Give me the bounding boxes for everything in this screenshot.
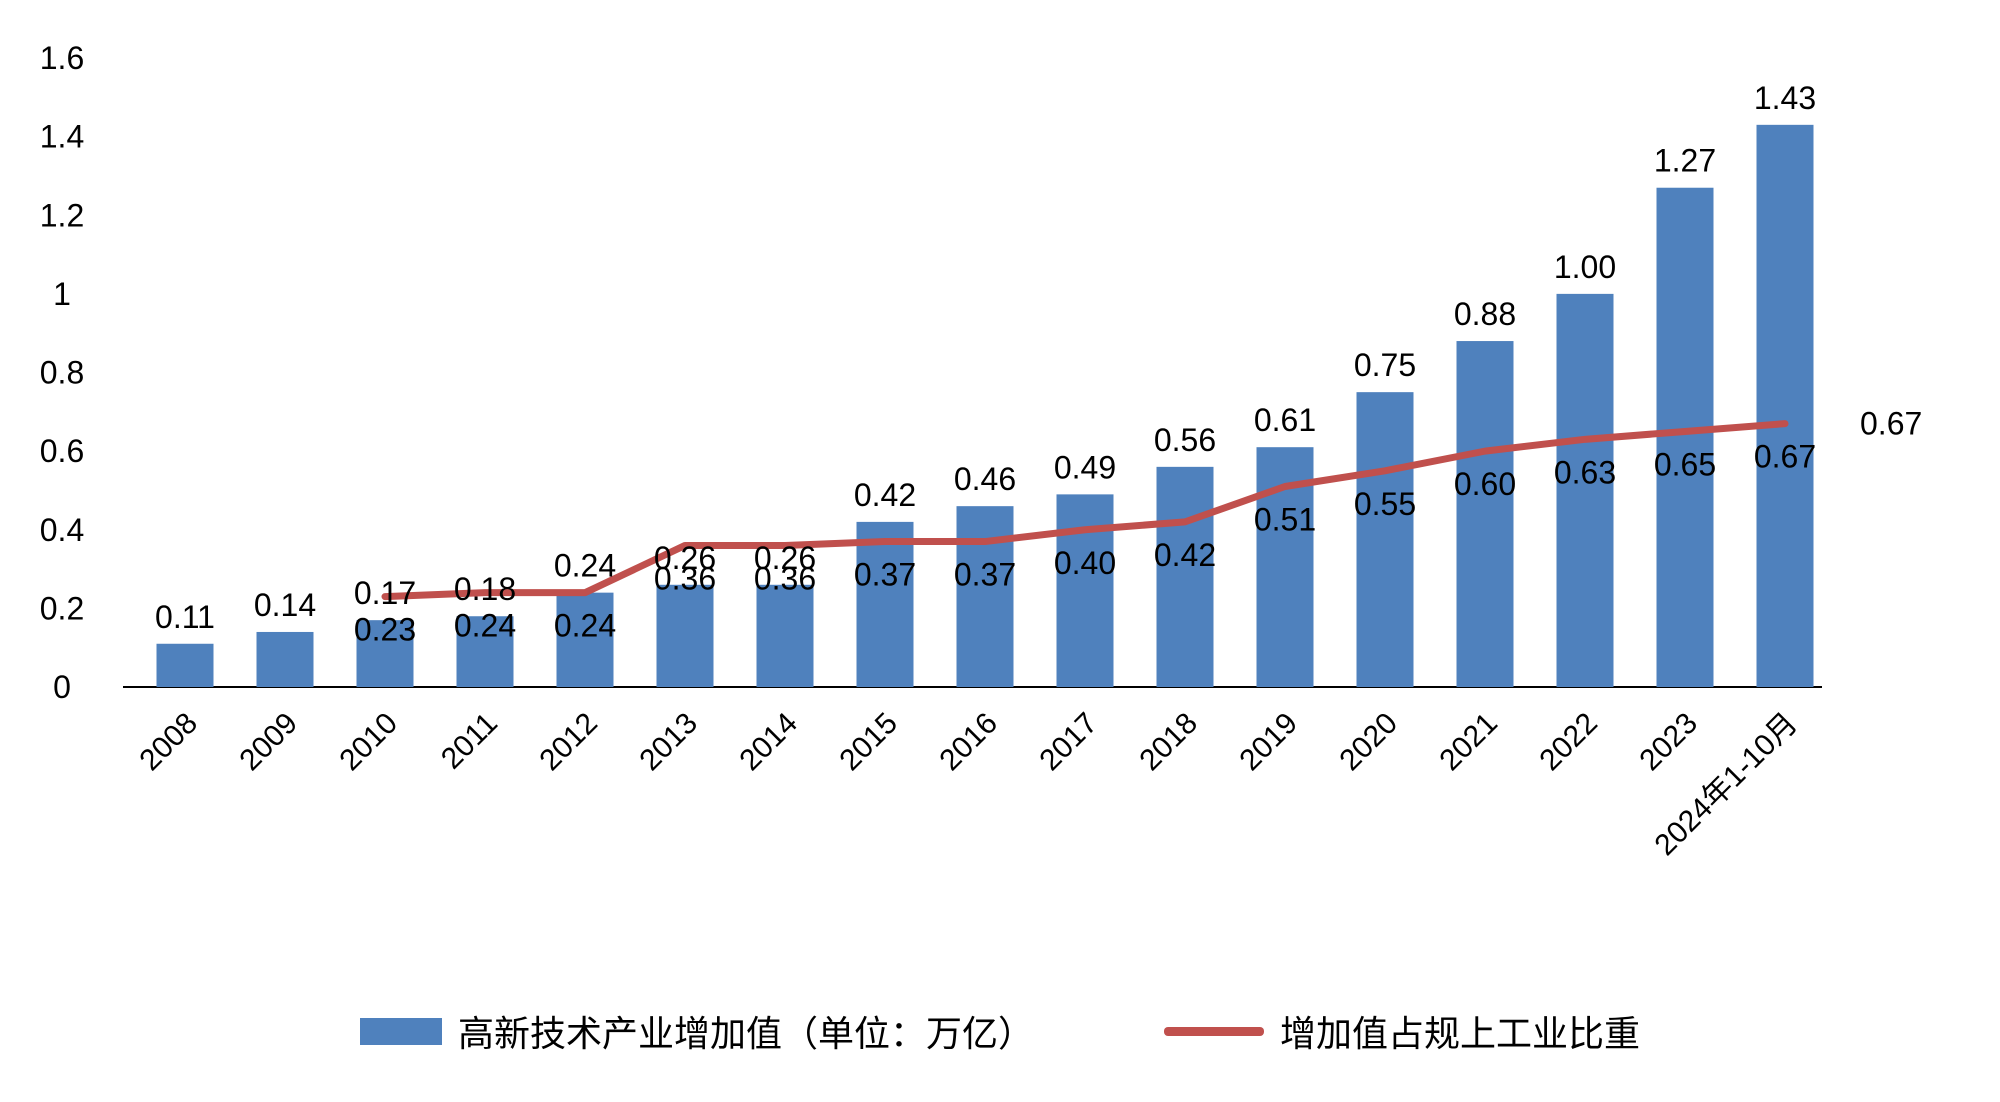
y-axis-tick-label: 0 <box>53 669 71 705</box>
bar <box>556 592 614 687</box>
bar-value-label: 0.42 <box>854 477 916 513</box>
line-value-label: 0.65 <box>1654 446 1716 482</box>
y-axis-tick-label: 0.2 <box>40 590 84 626</box>
bar <box>856 521 914 687</box>
line-value-label: 0.42 <box>1154 537 1216 573</box>
bar <box>256 631 314 687</box>
bar <box>356 620 414 687</box>
line-series <box>381 420 1789 601</box>
bar-value-label: 0.88 <box>1454 296 1516 332</box>
line-value-label: 0.24 <box>554 608 616 644</box>
bar-value-label: 0.75 <box>1354 347 1416 383</box>
bar <box>1056 494 1114 687</box>
bar <box>1156 466 1214 687</box>
line-series-label: 增加值占规上工业比重 <box>1280 1013 1641 1054</box>
y-axis-tick-label: 1.4 <box>40 119 84 155</box>
bar <box>156 643 214 687</box>
chart-svg: 00.20.40.60.811.21.41.60.11 0.14 0.17 0.180… <box>40 40 1923 862</box>
x-axis-category-label: 2017 <box>1033 707 1104 778</box>
bar <box>1656 187 1714 687</box>
x-axis-category-label: 2018 <box>1133 707 1204 778</box>
line-value-label: 0.55 <box>1354 486 1416 522</box>
bar-value-label: 0.14 <box>254 587 316 623</box>
bar-value-label: 0.61 <box>1254 402 1316 438</box>
x-axis-category-label: 2015 <box>833 707 904 778</box>
y-axis-tick-label: 1.6 <box>40 40 84 76</box>
line-value-label: 0.40 <box>1054 545 1116 581</box>
bar <box>1756 124 1814 688</box>
bar-series-swatch <box>359 1017 442 1045</box>
y-axis-tick-label: 1 <box>53 276 71 312</box>
y-axis-tick-label: 0.6 <box>40 433 84 469</box>
y-axis-tick-label: 0.8 <box>40 355 84 391</box>
x-axis-category-label: 2022 <box>1533 707 1604 778</box>
bar <box>1556 293 1614 687</box>
bar-value-label: 1.43 <box>1754 80 1816 116</box>
bar-value-label: 0.46 <box>954 461 1016 497</box>
bar-value-label: 0.49 <box>1054 449 1116 485</box>
line-value-label: 0.23 <box>354 612 416 648</box>
line-value-label: 0.67 <box>1754 439 1816 475</box>
bar <box>456 616 514 687</box>
bar <box>956 506 1014 687</box>
x-axis-category-label: 2008 <box>133 707 204 778</box>
x-axis-category-label: 2016 <box>933 707 1004 778</box>
bar-value-label: 0.26 <box>654 540 716 576</box>
chart-legend: 高新技术产业增加值（单位：万亿） 增加值占规上工业比重 <box>0 1005 2000 1057</box>
bar <box>656 584 714 687</box>
line-series-swatch <box>1164 1026 1264 1036</box>
bar-value-label: 0.18 <box>454 571 516 607</box>
line-end-label: 0.67 <box>1860 406 1922 442</box>
bar-value-label: 1.27 <box>1654 143 1716 179</box>
line-value-label: 0.63 <box>1554 454 1616 490</box>
line-value-label: 0.37 <box>954 557 1016 593</box>
x-axis-category-label: 2012 <box>533 707 604 778</box>
line-value-label: 0.37 <box>854 557 916 593</box>
bar-value-label: 1.00 <box>1554 249 1616 285</box>
bar-value-label: 0.24 <box>554 548 616 584</box>
x-axis-category-label: 2009 <box>233 707 304 778</box>
y-axis-tick-label: 0.4 <box>40 512 84 548</box>
bar-value-label: 0.56 <box>1154 422 1216 458</box>
bar-value-label: 0.17 <box>354 575 416 611</box>
line-value-label: 0.24 <box>454 608 516 644</box>
bar-value-label: 0.11 <box>155 599 215 635</box>
x-axis-category-label: 2013 <box>633 707 704 778</box>
line-value-label: 0.36 <box>654 560 716 596</box>
x-axis-category-label: 2023 <box>1633 707 1704 778</box>
y-axis-tick-label: 1.2 <box>40 197 84 233</box>
bar <box>1456 341 1514 687</box>
x-axis-category-label: 2014 <box>733 707 804 778</box>
x-axis-category-label: 2019 <box>1233 707 1304 778</box>
legend-item-bar: 高新技术产业增加值（单位：万亿） <box>359 1005 1034 1057</box>
x-axis-category-label: 2020 <box>1333 707 1404 778</box>
bar-series-label: 高新技术产业增加值（单位：万亿） <box>457 1013 1034 1054</box>
bar <box>1356 392 1414 687</box>
line-value-label: 0.60 <box>1454 466 1516 502</box>
x-axis-category-label: 2011 <box>435 707 504 776</box>
x-axis-category-label: 2021 <box>1433 707 1504 778</box>
line-value-label: 0.36 <box>754 560 816 596</box>
bar <box>756 584 814 687</box>
line-value-label: 0.51 <box>1254 502 1316 538</box>
legend-item-line: 增加值占规上工业比重 <box>1164 1005 1640 1057</box>
bar-value-label: 0.26 <box>754 540 816 576</box>
x-axis-category-label: 2010 <box>333 707 404 778</box>
